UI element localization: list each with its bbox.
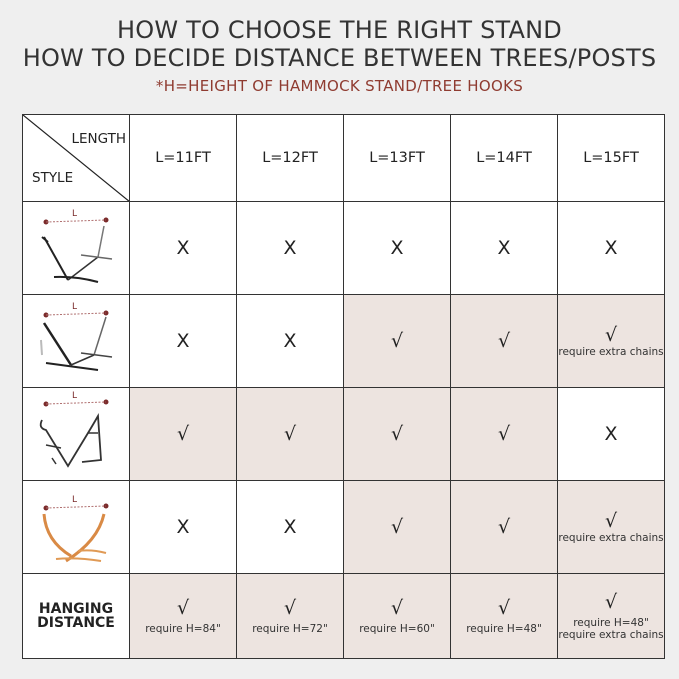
hanging-label-line-2: DISTANCE — [37, 615, 115, 631]
compatibility-cell: X — [129, 201, 237, 295]
compatibility-mark: X — [497, 237, 511, 259]
compatibility-cell: X — [557, 387, 665, 481]
column-header: L=13FT — [343, 114, 451, 202]
compatibility-mark: X — [604, 423, 618, 445]
compatibility-mark: √ — [283, 597, 297, 619]
hanging-label-line-1: HANGING — [38, 601, 114, 617]
height-requirement: require H=72" — [252, 623, 328, 635]
compatibility-mark: X — [283, 237, 297, 259]
compatibility-mark: X — [283, 330, 297, 352]
title-line-1: HOW TO CHOOSE THE RIGHT STAND — [117, 16, 562, 44]
style-cell: L — [22, 387, 130, 481]
compatibility-mark: √ — [390, 597, 404, 619]
compatibility-mark: √ — [497, 423, 511, 445]
column-header: L=11FT — [129, 114, 237, 202]
hanging-distance-row: HANGING DISTANCE √ require H=84" √ requi… — [22, 573, 665, 659]
height-requirement: require H=48" — [466, 623, 542, 635]
corner-cell: LENGTH STYLE — [22, 114, 130, 202]
cell-note: require extra chains — [558, 532, 664, 544]
compatibility-mark: √ — [390, 330, 404, 352]
compatibility-cell: √ — [343, 480, 451, 574]
compatibility-mark: X — [176, 237, 190, 259]
style-cell: L — [22, 294, 130, 388]
wooden-arc-stand-icon: L — [42, 495, 109, 563]
hanging-distance-cell: √ require H=48" — [450, 573, 558, 659]
length-marker-label: L — [72, 302, 77, 312]
height-requirement: require H=84" — [145, 623, 221, 635]
compatibility-mark: √ — [497, 597, 511, 619]
hanging-distance-cell: √ require H=72" — [236, 573, 344, 659]
compatibility-cell: √ — [236, 387, 344, 481]
table-row: L X X X X X — [22, 201, 665, 295]
compatibility-mark: X — [283, 516, 297, 538]
length-marker-label: L — [72, 495, 77, 505]
compatibility-cell: √ — [343, 294, 451, 388]
compatibility-cell: √ — [450, 387, 558, 481]
table-row: L √ √ √ √ X — [22, 387, 665, 481]
compatibility-mark: √ — [497, 330, 511, 352]
column-header: L=15FT — [557, 114, 665, 202]
compatibility-mark: X — [604, 237, 618, 259]
compatibility-cell: √ — [343, 387, 451, 481]
compatibility-cell: X — [129, 480, 237, 574]
hanging-distance-cell: √ require H=60" — [343, 573, 451, 659]
compatibility-cell: √ — [450, 294, 558, 388]
compatibility-mark: X — [176, 330, 190, 352]
style-cell: L — [22, 201, 130, 295]
compatibility-mark: √ — [176, 423, 190, 445]
compatibility-cell: √ — [450, 480, 558, 574]
column-header: L=14FT — [450, 114, 558, 202]
compatibility-cell: X — [236, 201, 344, 295]
compatibility-mark: X — [176, 516, 190, 538]
compatibility-cell: √ require extra chains — [557, 294, 665, 388]
compatibility-mark: X — [390, 237, 404, 259]
compatibility-mark: √ — [604, 591, 618, 613]
compatibility-mark: √ — [604, 324, 618, 346]
compatibility-cell: √ require extra chains — [557, 480, 665, 574]
steel-stand-type-1-icon: L — [41, 209, 113, 283]
height-requirement: require H=60" — [359, 623, 435, 635]
title-line-2: HOW TO DECIDE DISTANCE BETWEEN TREES/POS… — [22, 44, 657, 72]
height-requirement: require H=48" — [573, 617, 649, 629]
length-marker-label: L — [72, 209, 77, 219]
compatibility-mark: √ — [176, 597, 190, 619]
cell-note: require extra chains — [558, 629, 664, 641]
hanging-distance-cell: √ require H=48" require extra chains — [557, 573, 665, 659]
style-cell: L — [22, 480, 130, 574]
cell-note: require extra chains — [558, 346, 664, 358]
compatibility-mark: √ — [390, 516, 404, 538]
hanging-distance-label: HANGING DISTANCE — [22, 573, 130, 659]
compatibility-mark: √ — [604, 510, 618, 532]
steel-stand-type-2-icon: L — [40, 302, 113, 371]
compatibility-cell: X — [236, 480, 344, 574]
column-header: L=12FT — [236, 114, 344, 202]
compatibility-cell: X — [236, 294, 344, 388]
stand-comparison-table: LENGTH STYLE L=11FT L=12FT L=13FT L=14FT… — [22, 114, 665, 659]
table-row: L X X √ √ √ require extra chains — [22, 480, 665, 574]
compatibility-mark: √ — [497, 516, 511, 538]
subtitle: *H=HEIGHT OF HAMMOCK STAND/TREE HOOKS — [155, 77, 524, 95]
hanging-distance-cell: √ require H=84" — [129, 573, 237, 659]
compatibility-cell: X — [450, 201, 558, 295]
length-label: LENGTH — [71, 131, 126, 147]
table-row: L X X √ √ √ require extra chains — [22, 294, 665, 388]
length-marker-label: L — [72, 391, 77, 401]
compatibility-cell: √ — [129, 387, 237, 481]
compatibility-cell: X — [343, 201, 451, 295]
compatibility-mark: √ — [283, 423, 297, 445]
diagonal-divider — [23, 115, 129, 201]
compatibility-cell: X — [129, 294, 237, 388]
style-label: STYLE — [32, 170, 74, 186]
compatibility-mark: √ — [390, 423, 404, 445]
header-row: LENGTH STYLE L=11FT L=12FT L=13FT L=14FT… — [22, 114, 665, 202]
portable-stand-icon: L — [39, 391, 109, 468]
compatibility-cell: X — [557, 201, 665, 295]
